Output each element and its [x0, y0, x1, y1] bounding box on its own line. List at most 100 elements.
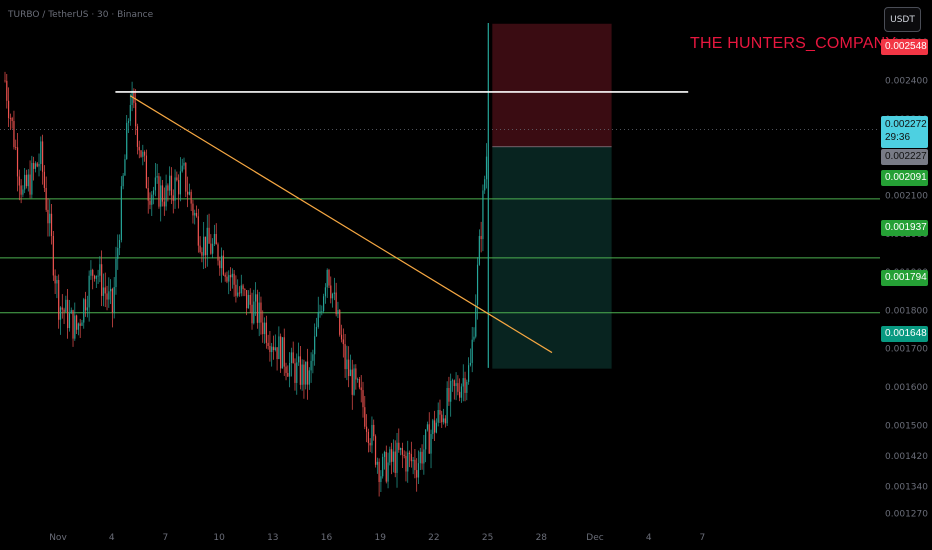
candle-body — [127, 121, 130, 123]
candle-body — [441, 414, 443, 423]
candle-body — [90, 269, 92, 276]
candle-body — [213, 233, 216, 244]
candle-body — [376, 461, 378, 465]
candle-body — [9, 118, 11, 119]
candle-body — [183, 162, 185, 166]
candle-body — [169, 175, 171, 191]
candle-body — [383, 451, 386, 457]
candle-body — [120, 186, 122, 241]
y-tick-label: 0.002400 — [885, 76, 928, 86]
candle-body — [317, 311, 319, 327]
candle-body — [423, 449, 425, 464]
candle-body — [170, 175, 173, 196]
candle-body — [93, 275, 96, 279]
candle-body — [482, 190, 484, 240]
candle-body — [56, 279, 58, 284]
candle-body — [156, 176, 158, 178]
candle-body — [220, 255, 223, 269]
candle-body — [34, 163, 37, 169]
candle-body — [450, 380, 452, 402]
candle-body — [299, 356, 301, 385]
candle-body — [391, 449, 393, 462]
candle-body — [158, 176, 160, 207]
candle-body — [267, 342, 269, 346]
candle-body — [59, 307, 62, 320]
candle-body — [281, 337, 284, 369]
candle-body — [113, 287, 115, 313]
candle-body — [289, 363, 291, 377]
candle-body — [20, 185, 22, 195]
candle-body — [246, 290, 248, 309]
candle-body — [83, 299, 85, 323]
candle-body — [52, 235, 54, 276]
candle-body — [210, 243, 212, 254]
candle-body — [451, 380, 454, 382]
candle-body — [104, 287, 106, 294]
candle-body — [179, 171, 182, 195]
candle-body — [77, 323, 79, 330]
candle-body — [358, 379, 361, 388]
candle-body — [186, 191, 189, 195]
candle-body — [457, 383, 459, 392]
candle-body — [407, 452, 409, 472]
candle-body — [260, 302, 262, 323]
candle-body — [256, 294, 258, 323]
candle-body — [280, 336, 282, 369]
candle-body — [416, 470, 418, 478]
last-price-tag: 0.002272 29:36 — [881, 116, 928, 148]
candle-body — [154, 177, 156, 191]
candle-body — [475, 304, 477, 337]
candle-body — [414, 459, 416, 471]
candle-body — [79, 323, 81, 326]
candle-body — [201, 252, 203, 256]
candle-body — [269, 345, 271, 353]
candle-body — [110, 288, 112, 292]
candle-body — [160, 185, 162, 207]
candle-body — [101, 264, 103, 296]
candle-body — [242, 285, 244, 290]
candle-body — [13, 121, 15, 148]
candle-body — [265, 322, 267, 343]
candle-body — [471, 339, 473, 363]
candle-body — [240, 285, 242, 294]
candle-body — [417, 463, 420, 478]
candle-body — [70, 310, 72, 314]
candle-body — [348, 359, 350, 377]
y-tick-label: 0.001420 — [885, 452, 928, 462]
candle-body — [374, 436, 377, 465]
candle-body — [339, 310, 341, 335]
candle-body — [484, 179, 486, 191]
candle-body — [480, 236, 482, 240]
descending-trendline[interactable] — [129, 95, 553, 354]
candle-body — [172, 195, 174, 201]
candle-body — [138, 146, 140, 151]
candle-body — [135, 102, 137, 127]
candle-body — [244, 289, 246, 291]
candle-body — [181, 165, 183, 172]
candle-body — [25, 174, 28, 187]
candle-body — [323, 296, 325, 312]
candle-body — [326, 269, 328, 288]
y-tick-label: 0.001700 — [885, 345, 928, 355]
candle-body — [122, 175, 124, 187]
candle-body — [43, 171, 45, 188]
currency-button[interactable]: USDT — [884, 7, 921, 32]
candle-body — [199, 245, 201, 253]
candle-body — [365, 426, 368, 432]
candle-body — [324, 287, 327, 297]
candle-body — [425, 429, 427, 450]
candle-body — [310, 360, 312, 371]
candle-body — [6, 80, 8, 101]
candle-body — [229, 275, 232, 278]
candle-body — [442, 418, 445, 423]
candle-body — [142, 151, 144, 157]
candle-body — [249, 294, 251, 305]
candle-body — [394, 451, 396, 473]
y-tick-label: 0.001600 — [885, 383, 928, 393]
candle-body — [308, 370, 310, 385]
candle-body — [45, 187, 47, 210]
candle-body — [476, 264, 479, 305]
candle-body — [88, 275, 90, 308]
candle-body — [312, 354, 314, 361]
